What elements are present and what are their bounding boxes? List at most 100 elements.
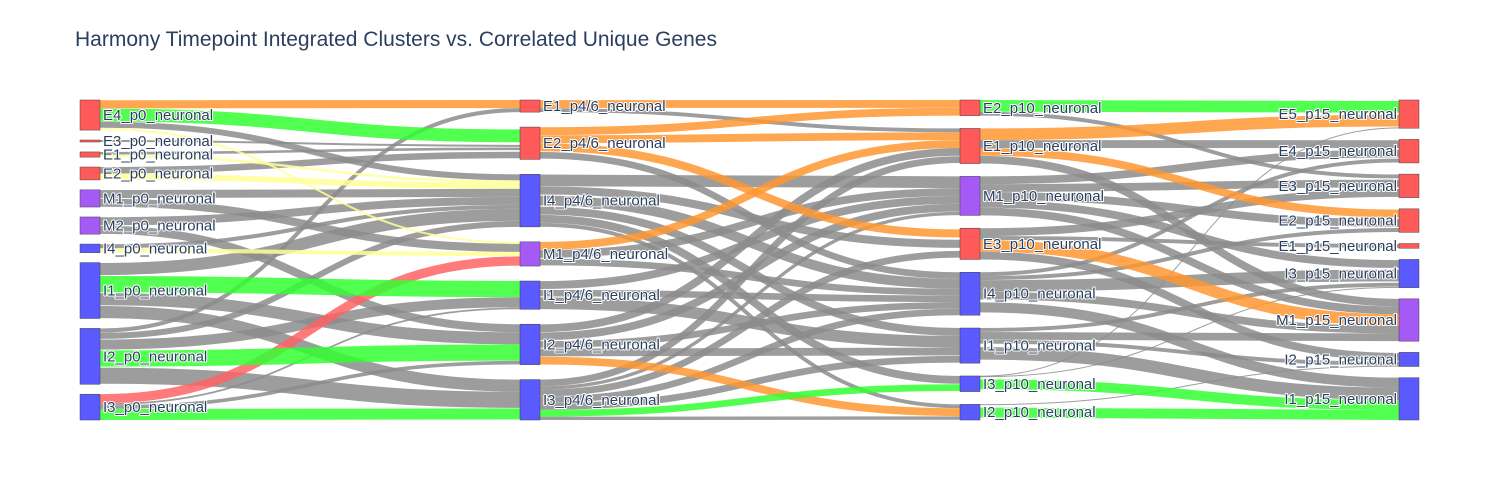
node-label-I4_p0: I4_p0_neuronal	[103, 240, 207, 257]
link-I2_p0-to-I2_p46[interactable]	[99, 344, 521, 367]
link-M1_p46-to-M1_p10[interactable]	[539, 188, 961, 258]
link-M1_p0-to-M1_p46[interactable]	[99, 198, 521, 252]
node-label-E4_p15: E4_p15_neuronal	[1279, 143, 1397, 160]
link-E1_p10-to-E2_p15[interactable]	[979, 147, 1400, 218]
link-I4_p10-to-E2_p15[interactable]	[979, 228, 1400, 281]
link-E2_p10-to-E5_p15[interactable]	[979, 100, 1400, 113]
link-M1_p10-to-M1_p15[interactable]	[979, 207, 1400, 315]
link-I2_p46-to-I2_p10[interactable]	[539, 356, 961, 417]
node-label-M2_p0: M2_p0_neuronal	[103, 218, 216, 235]
link-I4_p46-to-I1_p10[interactable]	[539, 206, 961, 336]
node-E5_p15[interactable]	[1398, 99, 1420, 129]
node-E1_p10[interactable]	[959, 128, 981, 164]
link-I4_p46-to-I2_p10[interactable]	[539, 222, 961, 409]
link-I2_p10-to-I1_p15[interactable]	[979, 407, 1400, 420]
link-I4_p46-to-I3_p10[interactable]	[539, 214, 961, 384]
link-M1_p0-to-I4_p46[interactable]	[99, 188, 521, 199]
link-E4_p0-to-M1_p46[interactable]	[99, 128, 521, 244]
link-I1_p10-to-I2_p15[interactable]	[979, 339, 1400, 366]
node-I4_p46[interactable]	[519, 174, 541, 228]
node-label-E2_p46: E2_p4/6_neuronal	[543, 135, 666, 152]
node-I2_p0[interactable]	[79, 328, 101, 385]
link-E2_p46-to-E1_p10[interactable]	[539, 132, 961, 144]
node-label-I4_p10: I4_p10_neuronal	[983, 286, 1096, 303]
link-E3_p0-to-E2_p46[interactable]	[99, 140, 521, 147]
link-E2_p0-to-E2_p46[interactable]	[99, 151, 521, 174]
node-I1_p15[interactable]	[1398, 377, 1420, 421]
node-label-E2_p0: E2_p0_neuronal	[103, 165, 213, 182]
link-I4_p0-to-M1_p46[interactable]	[99, 248, 521, 256]
node-E4_p0[interactable]	[79, 99, 101, 131]
node-I2_p10[interactable]	[959, 404, 981, 421]
link-M1_p46-to-E1_p10[interactable]	[539, 140, 961, 250]
node-label-I3_p15: I3_p15_neuronal	[1284, 266, 1397, 283]
node-label-E4_p0: E4_p0_neuronal	[103, 107, 213, 124]
link-E1_p10-to-M1_p15[interactable]	[979, 155, 1400, 307]
link-M1_p10-to-E4_p15[interactable]	[979, 149, 1400, 185]
node-I1_p46[interactable]	[519, 280, 541, 310]
node-label-E3_p10: E3_p10_neuronal	[983, 236, 1101, 253]
node-E4_p15[interactable]	[1398, 139, 1420, 164]
link-I3_p10-to-I1_p15[interactable]	[979, 379, 1400, 411]
node-M1_p15[interactable]	[1398, 298, 1420, 342]
node-label-E5_p15: E5_p15_neuronal	[1279, 106, 1397, 123]
link-E4_p0-to-E2_p46[interactable]	[99, 108, 521, 143]
link-E2_p0-to-I4_p46[interactable]	[99, 173, 521, 189]
link-E1_p0-to-I4_p46[interactable]	[99, 154, 521, 183]
link-I1_p0-to-I1_p46[interactable]	[99, 276, 521, 298]
link-E2_p46-to-E3_p10[interactable]	[539, 143, 961, 238]
node-E3_p10[interactable]	[959, 227, 981, 260]
node-E3_p0[interactable]	[79, 139, 101, 143]
node-I4_p10[interactable]	[959, 272, 981, 316]
link-E2_p46-to-I4_p10[interactable]	[539, 152, 961, 279]
node-M1_p10[interactable]	[959, 176, 981, 216]
node-E1_p46[interactable]	[519, 99, 541, 113]
node-I3_p15[interactable]	[1398, 259, 1420, 288]
link-I3_p46-to-I3_p10[interactable]	[539, 384, 961, 417]
node-E3_p15[interactable]	[1398, 173, 1420, 198]
link-E3_p10-to-E1_p15[interactable]	[979, 236, 1400, 248]
link-I4_p46-to-M1_p10[interactable]	[539, 174, 961, 189]
link-M1_p46-to-I4_p10[interactable]	[539, 258, 961, 296]
node-M1_p0[interactable]	[79, 189, 101, 208]
node-M1_p46[interactable]	[519, 241, 541, 267]
node-I4_p0[interactable]	[79, 243, 101, 253]
link-E4_p0-to-I4_p46[interactable]	[99, 121, 521, 181]
node-E2_p0[interactable]	[79, 166, 101, 181]
node-I2_p46[interactable]	[519, 323, 541, 365]
link-I4_p10-to-M1_p15[interactable]	[979, 291, 1400, 334]
link-I1_p10-to-I1_p15[interactable]	[979, 347, 1400, 401]
link-I2_p46-to-I1_p10[interactable]	[539, 347, 961, 357]
link-E3_p10-to-M1_p15[interactable]	[979, 240, 1400, 326]
link-I3_p0-to-I3_p46[interactable]	[99, 408, 521, 420]
node-I2_p15[interactable]	[1398, 352, 1420, 367]
node-label-E3_p15: E3_p15_neuronal	[1279, 178, 1397, 195]
link-I1_p10-to-M1_p15[interactable]	[979, 331, 1400, 342]
node-I1_p10[interactable]	[959, 327, 981, 364]
node-E1_p15[interactable]	[1398, 243, 1420, 249]
node-I3_p10[interactable]	[959, 375, 981, 392]
link-M2_p0-to-I4_p46[interactable]	[99, 196, 521, 226]
node-I3_p0[interactable]	[79, 393, 101, 421]
link-E1_p10-to-E5_p15[interactable]	[979, 114, 1400, 141]
link-E2_p10-to-E3_p15[interactable]	[979, 111, 1400, 179]
link-I3_p0-to-M1_p46[interactable]	[99, 256, 521, 404]
node-E2_p46[interactable]	[519, 126, 541, 160]
node-E2_p10[interactable]	[959, 99, 981, 116]
link-I1_p46-to-I1_p10[interactable]	[539, 297, 961, 348]
link-I4_p10-to-I1_p15[interactable]	[979, 302, 1400, 388]
link-I4_p10-to-E4_p15[interactable]	[979, 158, 1400, 277]
link-I4_p46-to-I4_p10[interactable]	[539, 195, 961, 289]
link-M1_p10-to-E2_p15[interactable]	[979, 191, 1400, 227]
node-M2_p0[interactable]	[79, 216, 101, 235]
node-E1_p0[interactable]	[79, 151, 101, 158]
link-I1_p0-to-I4_p46[interactable]	[99, 208, 521, 276]
node-E2_p15[interactable]	[1398, 208, 1420, 233]
link-E3_p10-to-I2_p15[interactable]	[979, 251, 1400, 361]
link-I2_p0-to-I3_p46[interactable]	[99, 367, 521, 408]
link-I2_p10-to-I2_p15[interactable]	[979, 365, 1400, 406]
node-I1_p0[interactable]	[79, 262, 101, 319]
link-I1_p0-to-I2_p46[interactable]	[99, 293, 521, 345]
node-I3_p46[interactable]	[519, 379, 541, 421]
link-E2_p46-to-E2_p10[interactable]	[539, 107, 961, 136]
